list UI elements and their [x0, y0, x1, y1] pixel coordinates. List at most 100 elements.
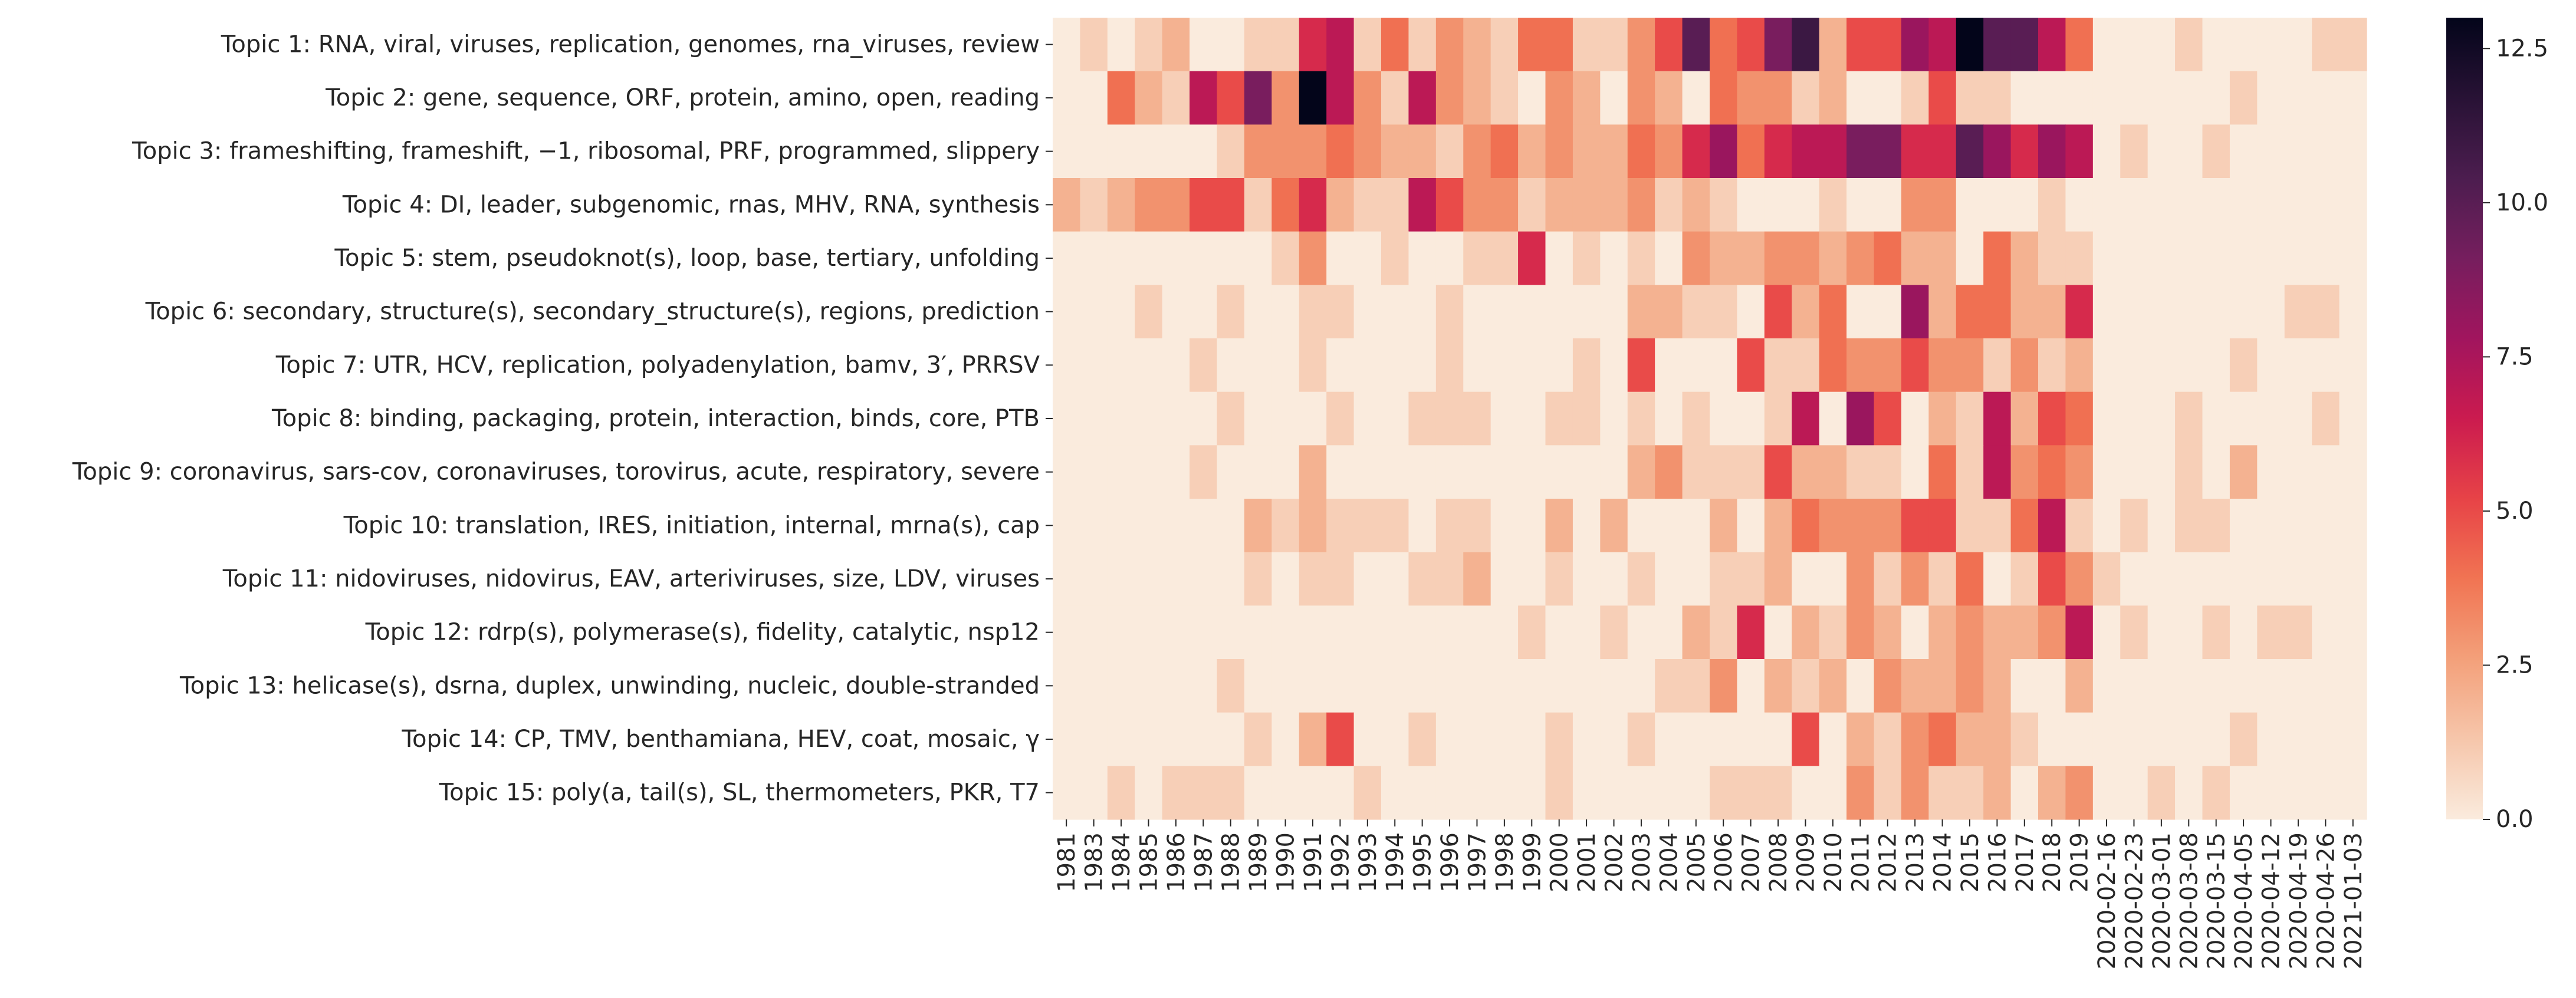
heatmap-cell: [1244, 231, 1272, 285]
heatmap-cell: [1764, 766, 1792, 820]
heatmap-cell: [1435, 712, 1464, 766]
heatmap-cell: [1326, 499, 1355, 553]
heatmap-cell: [1572, 71, 1601, 125]
heatmap-cell: [1162, 712, 1190, 766]
heatmap-cell: [1983, 605, 2012, 660]
heatmap-cell: [1053, 338, 1081, 393]
heatmap-cell: [2257, 712, 2285, 766]
heatmap-cell: [2092, 338, 2121, 393]
heatmap-cell: [1737, 766, 1765, 820]
heatmap-cell: [1463, 659, 1491, 713]
heatmap-cell: [1381, 659, 1409, 713]
heatmap-cell: [1271, 391, 1300, 446]
heatmap-cell: [1080, 124, 1108, 179]
heatmap-cell: [1107, 338, 1135, 393]
heatmap-cell: [1408, 659, 1437, 713]
heatmap-cell: [1901, 338, 1929, 393]
heatmap-cell: [2147, 659, 2176, 713]
heatmap-cell: [1190, 231, 1218, 285]
column-label: 1992: [1327, 832, 1354, 892]
heatmap-cell: [2257, 18, 2285, 72]
heatmap-cell: [1435, 499, 1464, 553]
heatmap-cell: [1518, 71, 1546, 125]
heatmap-cell: [1190, 712, 1218, 766]
heatmap-cell: [1710, 499, 1738, 553]
heatmap-cell: [1737, 552, 1765, 606]
heatmap-cell: [1792, 659, 1820, 713]
heatmap-cell: [2120, 124, 2148, 179]
heatmap-cell: [2010, 552, 2039, 606]
heatmap-cell: [1271, 766, 1300, 820]
heatmap-cell: [1463, 231, 1491, 285]
heatmap-cell: [1819, 231, 1847, 285]
heatmap-cell: [1983, 659, 2012, 713]
heatmap-cell: [2257, 605, 2285, 660]
heatmap-cell: [1162, 552, 1190, 606]
heatmap-cell: [1764, 552, 1792, 606]
heatmap-cell: [2120, 659, 2148, 713]
heatmap-cell: [1190, 766, 1218, 820]
heatmap-cell: [1572, 552, 1601, 606]
heatmap-cell: [2175, 605, 2203, 660]
heatmap-cell: [1819, 659, 1847, 713]
heatmap-cell: [2147, 18, 2176, 72]
heatmap-cell: [2339, 605, 2367, 660]
heatmap-cell: [1874, 712, 1902, 766]
heatmap-cell: [2092, 71, 2121, 125]
heatmap-cell: [1792, 71, 1820, 125]
heatmap-cell: [1217, 499, 1245, 553]
heatmap-cell: [2284, 71, 2312, 125]
heatmap-cell: [2284, 445, 2312, 499]
heatmap-cell: [1682, 391, 1710, 446]
heatmap-cell: [1353, 659, 1382, 713]
heatmap-cell: [1655, 18, 1683, 72]
column-label: 2020-02-16: [2094, 832, 2121, 969]
heatmap-cell: [2038, 445, 2066, 499]
heatmap-cell: [1682, 18, 1710, 72]
heatmap-cell: [1655, 231, 1683, 285]
heatmap-cell: [1463, 605, 1491, 660]
heatmap-cell: [1710, 391, 1738, 446]
row-label: Topic 14: CP, TMV, benthamiana, HEV, coa…: [401, 726, 1040, 753]
heatmap-cell: [2202, 338, 2230, 393]
heatmap-cell: [1655, 552, 1683, 606]
heatmap-cell: [2284, 124, 2312, 179]
heatmap-cell: [1846, 18, 1875, 72]
heatmap-cell: [2038, 391, 2066, 446]
heatmap-cell: [1874, 124, 1902, 179]
heatmap-cell: [1518, 285, 1546, 339]
heatmap-cell: [1135, 659, 1163, 713]
heatmap-cell: [1244, 124, 1272, 179]
column-label: 1998: [1491, 832, 1519, 892]
heatmap-cell: [1107, 285, 1135, 339]
heatmap-cell: [1545, 285, 1573, 339]
heatmap-cell: [2229, 605, 2258, 660]
heatmap-cell: [1627, 285, 1655, 339]
heatmap-cell: [1874, 445, 1902, 499]
heatmap-cell: [1490, 659, 1519, 713]
heatmap-cell: [2147, 712, 2176, 766]
heatmap-cell: [1408, 124, 1437, 179]
heatmap-cell: [1901, 605, 1929, 660]
heatmap-cell: [1135, 445, 1163, 499]
heatmap-cell: [1928, 71, 1957, 125]
heatmap-cell: [1190, 605, 1218, 660]
heatmap-cell: [1545, 445, 1573, 499]
heatmap-cell: [2175, 391, 2203, 446]
heatmap-cell: [2257, 659, 2285, 713]
heatmap-cell: [1928, 445, 1957, 499]
heatmap-cell: [2312, 285, 2340, 339]
heatmap-cell: [1435, 231, 1464, 285]
heatmap-cell: [1792, 18, 1820, 72]
heatmap-cell: [2312, 659, 2340, 713]
heatmap-cell: [1518, 445, 1546, 499]
heatmap-cell: [2284, 178, 2312, 232]
heatmap-cell: [1545, 552, 1573, 606]
heatmap-cell: [1518, 712, 1546, 766]
heatmap-cell: [1162, 445, 1190, 499]
heatmap-cell: [1627, 18, 1655, 72]
column-label: 2004: [1655, 832, 1683, 892]
heatmap-cell: [1135, 605, 1163, 660]
heatmap-cell: [1271, 231, 1300, 285]
heatmap-cell: [1956, 605, 1984, 660]
